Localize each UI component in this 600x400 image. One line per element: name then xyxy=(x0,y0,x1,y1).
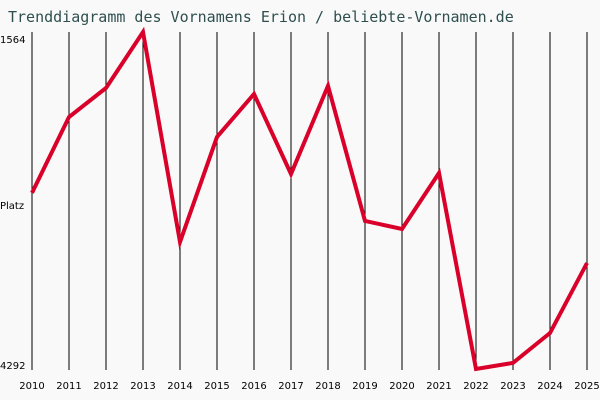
x-axis-tick-label: 2018 xyxy=(315,381,341,392)
x-axis-tick-label: 2021 xyxy=(426,381,452,392)
x-axis-tick-label: 2016 xyxy=(241,381,267,392)
chart-title: Trenddiagramm des Vornamens Erion / beli… xyxy=(8,8,514,26)
x-axis-tick-label: 2013 xyxy=(130,381,156,392)
x-axis-tick-label: 2011 xyxy=(56,381,82,392)
x-axis-tick-label: 2019 xyxy=(352,381,378,392)
y-axis-top-label: 1564 xyxy=(0,35,26,46)
x-axis-tick-label: 2015 xyxy=(204,381,230,392)
x-axis-tick-label: 2010 xyxy=(19,381,45,392)
x-axis-tick-label: 2020 xyxy=(389,381,415,392)
trend-line xyxy=(30,26,589,372)
x-axis-tick-label: 2024 xyxy=(537,381,563,392)
x-axis-tick-label: 2025 xyxy=(574,381,600,392)
x-axis-tick-label: 2014 xyxy=(167,381,193,392)
x-axis-tick-label: 2017 xyxy=(278,381,304,392)
y-axis-bottom-label: 4292 xyxy=(0,361,26,372)
x-axis-tick-label: 2012 xyxy=(93,381,119,392)
x-axis-tick-label: 2022 xyxy=(463,381,489,392)
x-axis-tick-label: 2023 xyxy=(500,381,526,392)
y-axis-label: Platz xyxy=(0,201,25,212)
